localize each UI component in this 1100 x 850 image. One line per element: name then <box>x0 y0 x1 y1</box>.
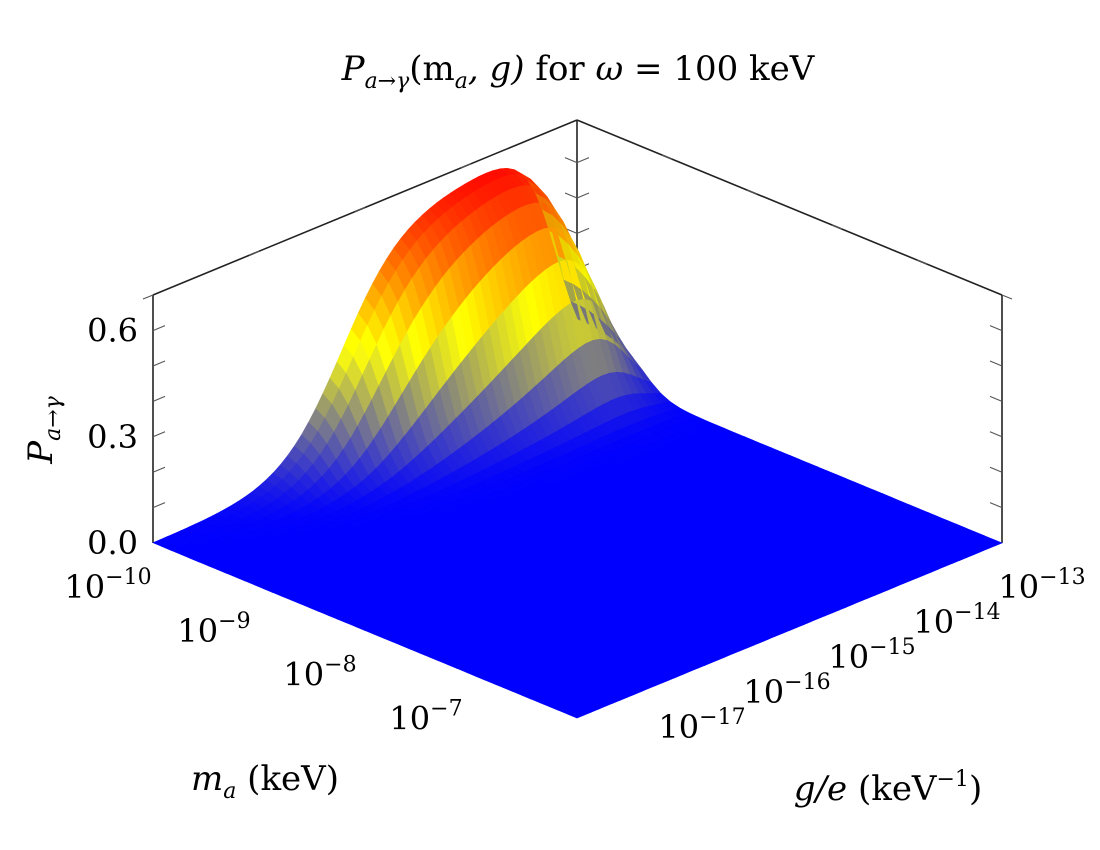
surface-patch <box>984 538 1003 547</box>
z-tick-back <box>576 192 590 199</box>
z-tick-left <box>152 502 166 509</box>
y-tick-top <box>661 154 673 160</box>
z-tick-left <box>152 360 166 367</box>
chart-title: Pa→γ(ma, g) for ω = 100 keV <box>341 49 816 94</box>
z-tick-right <box>989 395 1003 402</box>
y-tick-top <box>1001 294 1013 300</box>
y-tick-label: 10−17 <box>658 705 745 746</box>
x-tick-top <box>460 163 472 169</box>
probability-surface <box>152 167 1003 719</box>
x-tick-top <box>248 250 260 256</box>
z-tick-right <box>989 502 1003 509</box>
y-tick-label: 10−13 <box>998 565 1085 606</box>
x-tick-label: 10−8 <box>283 653 356 694</box>
z-tick-left <box>152 395 166 402</box>
x-tick-top <box>142 294 154 300</box>
z-tick-left <box>152 466 166 473</box>
z-tick-right <box>989 360 1003 367</box>
z-tick-back <box>564 157 578 164</box>
z-tick-label: 0.3 <box>87 418 138 456</box>
z-tick-left <box>152 325 166 332</box>
y-tick-label: 10−16 <box>743 670 830 711</box>
y-tick-top <box>831 224 843 230</box>
z-axis-label: Pa→γ <box>21 395 66 464</box>
z-tick-right <box>989 431 1003 438</box>
z-tick-back <box>576 157 590 164</box>
box-right-top-edge <box>576 119 1003 296</box>
z-tick-back <box>564 192 578 199</box>
x-tick-label: 10−10 <box>64 565 151 606</box>
x-tick-top <box>354 206 366 213</box>
z-tick-back <box>576 227 590 234</box>
z-tick-label: 0.0 <box>87 524 138 562</box>
x-tick-label: 10−9 <box>177 609 250 650</box>
y-tick-top <box>916 259 928 265</box>
y-tick-label: 10−15 <box>828 635 915 676</box>
y-tick-label: 10−14 <box>913 600 1000 641</box>
x-tick-label: 10−7 <box>389 696 462 737</box>
z-tick-right <box>989 325 1003 332</box>
z-tick-label: 0.6 <box>87 312 138 350</box>
y-tick-top <box>746 189 758 195</box>
x-axis-label: ma (keV) <box>191 759 339 804</box>
y-axis-label: g/e (keV−1) <box>794 767 982 809</box>
z-tick-left <box>152 431 166 438</box>
x-tick-labels: 10−10 10−9 10−8 10−7 <box>64 565 462 737</box>
z-tick-right <box>989 466 1003 473</box>
z-tick-labels: 0.0 0.3 0.6 <box>87 312 138 562</box>
